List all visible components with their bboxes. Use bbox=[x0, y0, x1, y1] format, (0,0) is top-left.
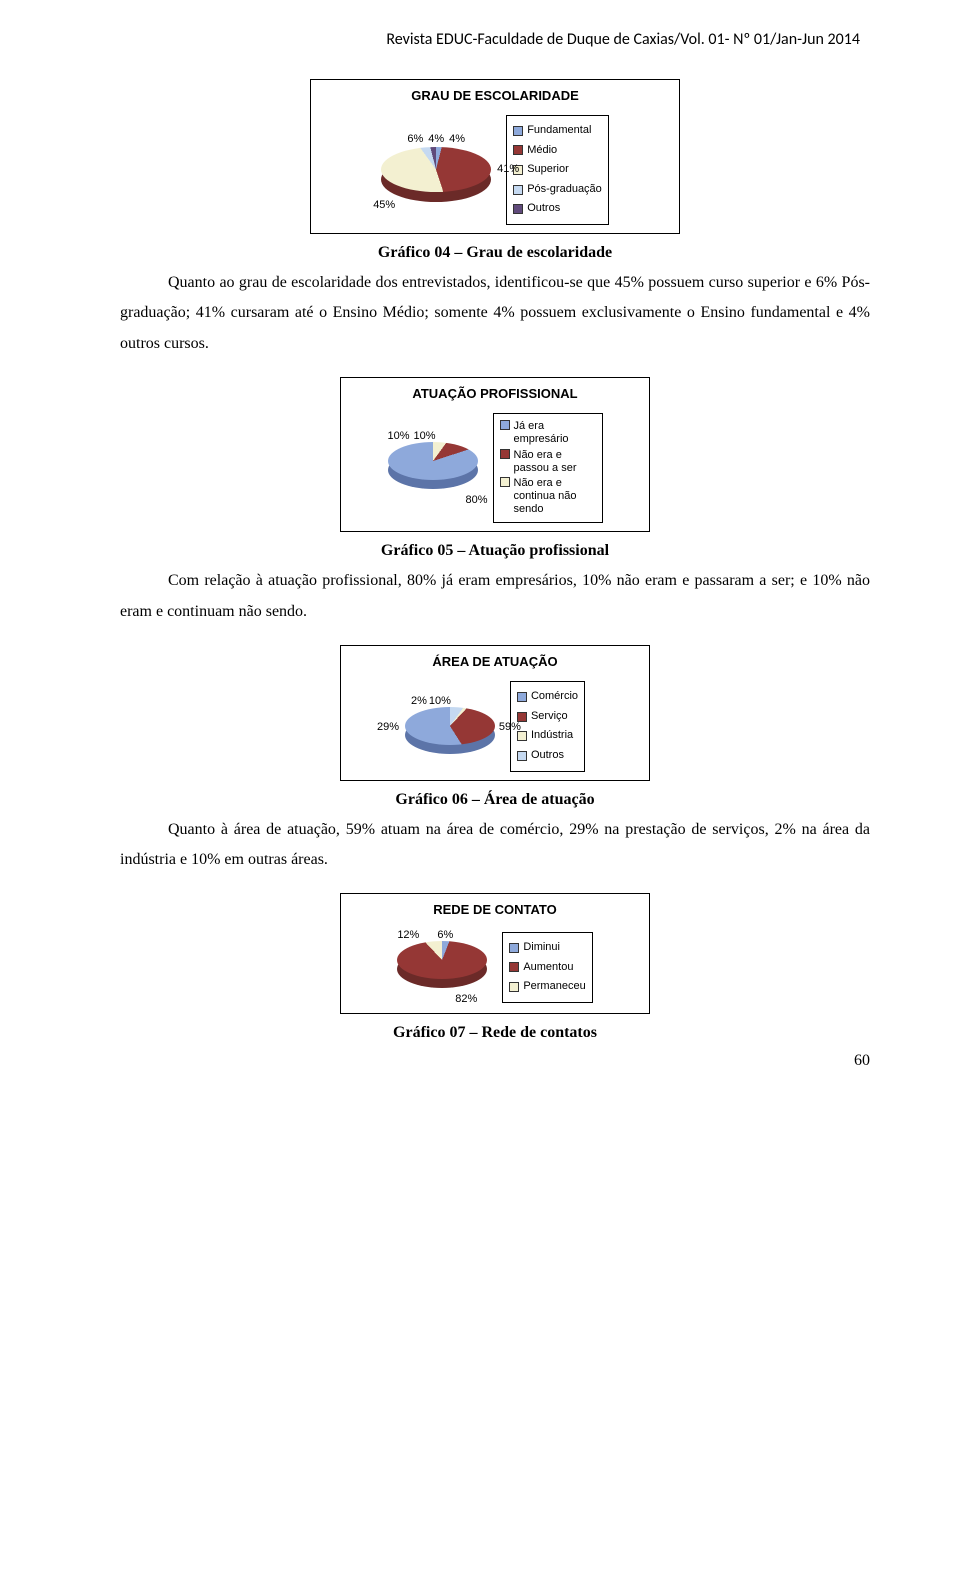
legend-ja-era: Já era empresário bbox=[514, 420, 596, 446]
chart-04-pct-41: 41% bbox=[497, 163, 519, 175]
page-header: Revista EDUC-Faculdade de Duque de Caxia… bbox=[120, 30, 870, 49]
caption-07: Gráfico 07 – Rede de contatos bbox=[120, 1024, 870, 1042]
chart-04-title: GRAU DE ESCOLARIDADE bbox=[321, 88, 669, 103]
chart-07-pct-12: 12% bbox=[397, 929, 419, 941]
chart-05: ATUAÇÃO PROFISSIONAL 10% 10% 80% Já era … bbox=[340, 377, 650, 532]
legend-nao-era-continua: Não era e continua não sendo bbox=[514, 477, 596, 517]
chart-04-pct-4b: 4% bbox=[449, 133, 465, 145]
legend-superior: Superior bbox=[527, 161, 569, 179]
chart-04-legend: Fundamental Médio Superior Pós-graduação… bbox=[506, 115, 609, 225]
legend-comercio: Comércio bbox=[531, 688, 578, 706]
legend-fundamental: Fundamental bbox=[527, 122, 591, 140]
chart-07-title: REDE DE CONTATO bbox=[351, 902, 639, 917]
page-number: 60 bbox=[854, 1052, 870, 1070]
chart-07-pct-6: 6% bbox=[437, 929, 453, 941]
legend-servico: Serviço bbox=[531, 708, 568, 726]
chart-06-pct-10: 10% bbox=[429, 695, 451, 707]
legend-aumentou: Aumentou bbox=[523, 959, 573, 977]
legend-medio: Médio bbox=[527, 142, 557, 160]
chart-07: REDE DE CONTATO 12% 6% 82% Diminui Aumen… bbox=[340, 893, 650, 1014]
chart-04: GRAU DE ESCOLARIDADE 6% 4% 4% 41% 45% Fu… bbox=[310, 79, 680, 234]
chart-05-pct-10b: 10% bbox=[414, 430, 436, 442]
chart-06-title: ÁREA DE ATUAÇÃO bbox=[351, 654, 639, 669]
chart-06-pct-59: 59% bbox=[499, 721, 521, 733]
chart-07-legend: Diminui Aumentou Permaneceu bbox=[502, 932, 592, 1003]
chart-06-pct-2: 2% bbox=[411, 695, 427, 707]
chart-06-pct-29: 29% bbox=[377, 721, 399, 733]
para-05: Com relação à atuação profissional, 80% … bbox=[120, 566, 870, 627]
chart-05-title: ATUAÇÃO PROFISSIONAL bbox=[351, 386, 639, 401]
chart-05-pct-80: 80% bbox=[465, 494, 487, 506]
para-04: Quanto ao grau de escolaridade dos entre… bbox=[120, 268, 870, 359]
para-06: Quanto à área de atuação, 59% atuam na á… bbox=[120, 815, 870, 876]
legend-posgrad: Pós-graduação bbox=[527, 181, 602, 199]
chart-07-pct-82: 82% bbox=[455, 993, 477, 1005]
chart-04-pct-6: 6% bbox=[407, 133, 423, 145]
legend-industria: Indústria bbox=[531, 727, 573, 745]
legend-nao-era-passou: Não era e passou a ser bbox=[514, 449, 596, 475]
chart-06: ÁREA DE ATUAÇÃO 2% 10% 29% 59% Comércio … bbox=[340, 645, 650, 780]
chart-06-legend: Comércio Serviço Indústria Outros bbox=[510, 681, 585, 771]
chart-04-pct-4a: 4% bbox=[428, 133, 444, 145]
legend-outros: Outros bbox=[527, 200, 560, 218]
caption-05: Gráfico 05 – Atuação profissional bbox=[120, 542, 870, 560]
chart-05-pct-10a: 10% bbox=[388, 430, 410, 442]
legend-permaneceu: Permaneceu bbox=[523, 978, 585, 996]
caption-06: Gráfico 06 – Área de atuação bbox=[120, 791, 870, 809]
legend-diminui: Diminui bbox=[523, 939, 560, 957]
chart-05-legend: Já era empresário Não era e passou a ser… bbox=[493, 413, 603, 523]
legend-outros6: Outros bbox=[531, 747, 564, 765]
caption-04: Gráfico 04 – Grau de escolaridade bbox=[120, 244, 870, 262]
chart-04-pct-45: 45% bbox=[373, 199, 395, 211]
